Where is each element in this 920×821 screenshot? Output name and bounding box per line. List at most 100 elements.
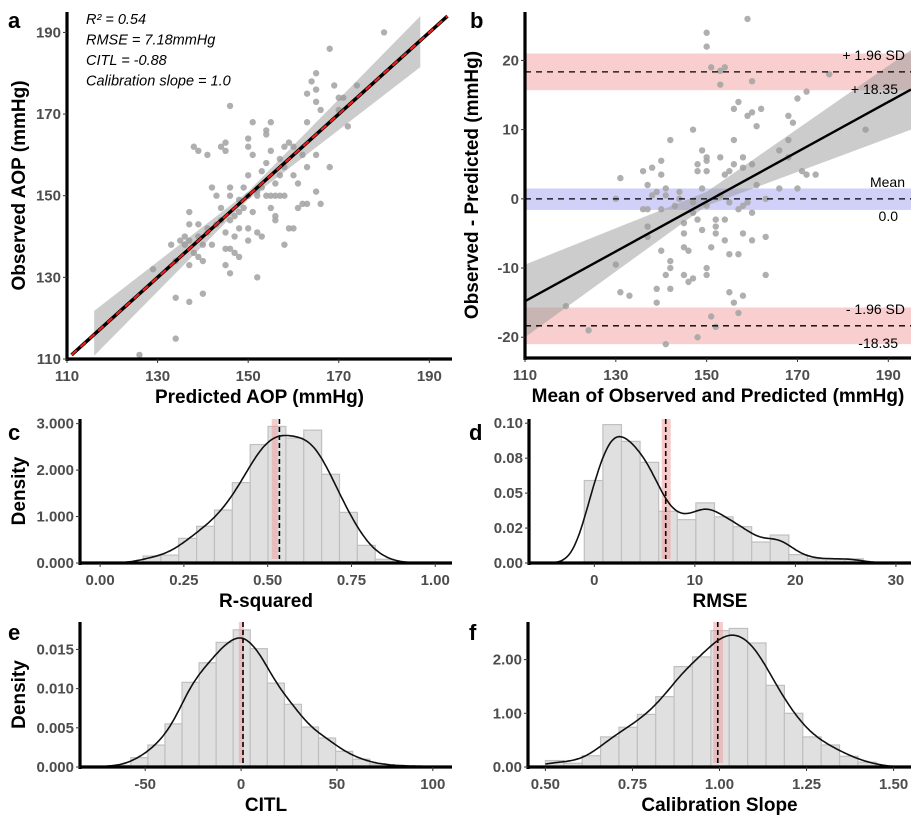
data-point: [267, 204, 275, 212]
y-tick-label: -10: [497, 260, 519, 277]
histogram-bar: [728, 627, 749, 767]
x-tick-label: 130: [145, 368, 170, 385]
data-point: [222, 139, 229, 146]
data-point: [231, 233, 238, 240]
data-point: [639, 206, 647, 213]
reference-band: [713, 622, 723, 763]
x-tick-label: 0.25: [169, 572, 198, 589]
panel-letter: b: [470, 8, 483, 33]
data-point: [644, 206, 651, 213]
limit-label-mean: Mean: [870, 174, 905, 190]
y-axis-title: Density: [9, 456, 30, 525]
data-point: [249, 208, 256, 216]
x-tick-label: 1.00: [705, 776, 734, 793]
data-point: [662, 340, 669, 348]
data-point: [744, 112, 751, 120]
data-point: [812, 171, 819, 178]
data-point: [735, 309, 742, 317]
panel-a: R² = 0.54 RMSE = 7.18mmHg CITL = -0.88 Cali…: [8, 8, 452, 408]
x-tick-label: 150: [236, 368, 261, 385]
x-tick-label: 170: [785, 367, 810, 384]
data-point: [249, 151, 256, 159]
x-tick-label: 0: [590, 572, 598, 589]
panel-letter: d: [469, 420, 482, 445]
data-point: [662, 192, 669, 199]
data-point: [712, 230, 719, 237]
data-point: [199, 257, 207, 265]
data-point: [826, 71, 833, 78]
data-point: [344, 123, 352, 130]
data-point: [244, 143, 252, 150]
data-point: [226, 184, 234, 191]
histogram-bar: [249, 648, 268, 767]
limit-value-mean: 0.0: [879, 208, 899, 224]
data-point: [794, 185, 801, 192]
data-point: [748, 237, 756, 244]
data-point: [294, 180, 302, 187]
data-point: [276, 192, 284, 199]
histogram-bar: [213, 509, 233, 563]
data-point: [222, 147, 229, 154]
data-point: [312, 151, 320, 159]
histogram-bar: [765, 684, 786, 767]
data-point: [703, 29, 710, 36]
data-point: [730, 105, 738, 113]
data-point: [680, 230, 688, 237]
reference-band: [661, 419, 671, 559]
data-point: [244, 237, 252, 244]
x-tick-label: 0.50: [531, 776, 560, 793]
data-point: [326, 45, 333, 52]
data-point: [222, 245, 229, 252]
histogram-bar: [215, 641, 234, 767]
data-point: [698, 226, 706, 234]
data-point: [240, 184, 247, 191]
y-tick-label: 0.05: [494, 485, 523, 502]
data-point: [721, 64, 729, 71]
histogram-bar: [636, 713, 657, 767]
data-point: [726, 167, 733, 175]
data-point: [753, 122, 760, 130]
y-tick-label: 0.02: [494, 520, 523, 537]
x-tick-label: 0: [237, 776, 245, 793]
plot-area: [96, 622, 439, 767]
histogram-bar: [713, 516, 734, 563]
data-point: [662, 271, 669, 279]
panel-c: 0.00 0.25 0.50 0.75 1.00 0.000 1.000 2.000 3.000…: [8, 416, 452, 612]
data-point: [748, 109, 756, 116]
x-tick-label: 0.75: [618, 776, 647, 793]
data-point: [694, 216, 701, 223]
data-point: [331, 82, 338, 89]
data-point: [299, 200, 306, 208]
y-tick-label: 0.00: [493, 759, 522, 776]
data-point: [685, 278, 692, 286]
density-curve: [544, 435, 896, 563]
histogram-bar: [300, 726, 320, 767]
histogram-bar: [374, 558, 394, 563]
histogram-bar: [356, 544, 376, 563]
y-tick-label: 2.00: [493, 652, 522, 669]
data-point: [757, 105, 765, 113]
data-point: [739, 292, 747, 299]
y-tick-label: 1.000: [36, 509, 74, 526]
histogram-bar: [695, 502, 716, 563]
data-point: [226, 102, 234, 110]
y-tick-label: 110: [37, 351, 61, 368]
data-point: [712, 323, 719, 331]
histogram-bar: [751, 541, 771, 563]
annotation: RMSE = 7.18mmHg: [86, 33, 215, 49]
data-point: [235, 225, 243, 232]
data-point: [181, 233, 188, 240]
data-point: [667, 264, 674, 272]
data-point: [258, 233, 265, 240]
data-point: [303, 119, 311, 126]
data-point: [267, 119, 275, 126]
data-point: [303, 200, 311, 208]
data-point: [172, 335, 179, 342]
data-point: [735, 98, 742, 106]
panel-letter: a: [8, 8, 21, 33]
density-curve: [545, 634, 894, 767]
data-point: [204, 151, 211, 159]
y-tick-label: 3.000: [36, 416, 74, 433]
data-point: [789, 119, 797, 126]
